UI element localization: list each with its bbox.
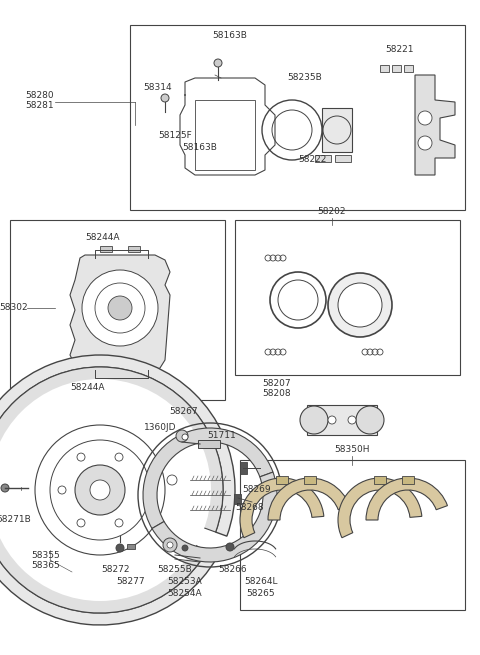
Circle shape (1, 484, 9, 492)
Text: 58277: 58277 (117, 578, 145, 586)
Circle shape (167, 542, 173, 548)
Circle shape (348, 416, 356, 424)
Text: 58255B: 58255B (157, 565, 192, 574)
Text: 58222: 58222 (298, 155, 326, 164)
Text: 58221: 58221 (386, 45, 414, 54)
Text: 1360JD: 1360JD (144, 424, 176, 432)
Bar (130, 25, 465, 210)
Circle shape (226, 543, 234, 551)
Circle shape (182, 434, 188, 440)
Bar (315, 155, 331, 162)
Bar (307, 405, 377, 435)
Bar (198, 440, 220, 448)
Wedge shape (268, 478, 349, 520)
Wedge shape (0, 367, 223, 613)
Text: 58272: 58272 (102, 565, 130, 574)
Circle shape (0, 379, 211, 601)
Wedge shape (338, 478, 422, 538)
Circle shape (182, 545, 188, 551)
Bar (128, 246, 140, 252)
Circle shape (161, 94, 169, 102)
Text: 58266: 58266 (219, 565, 247, 574)
Text: 58268: 58268 (236, 504, 264, 512)
Circle shape (418, 111, 432, 125)
Text: 58235B: 58235B (288, 73, 323, 81)
Bar (335, 155, 351, 162)
Bar (195, 100, 255, 170)
Text: 58264L: 58264L (244, 578, 278, 586)
Wedge shape (240, 478, 324, 538)
Circle shape (77, 453, 85, 461)
Bar (304, 476, 316, 484)
Text: 58244A: 58244A (71, 383, 105, 392)
Text: 58163B: 58163B (213, 31, 247, 39)
Circle shape (418, 136, 432, 150)
Circle shape (278, 280, 318, 320)
Wedge shape (0, 355, 235, 625)
Text: 58271B: 58271B (0, 515, 31, 525)
Polygon shape (70, 255, 170, 370)
Circle shape (115, 453, 123, 461)
Bar (404, 65, 413, 72)
Text: 58314: 58314 (144, 83, 172, 92)
Text: 58350H: 58350H (334, 445, 370, 455)
Circle shape (58, 486, 66, 494)
Text: 58208: 58208 (263, 388, 291, 398)
Text: 58269: 58269 (243, 485, 271, 495)
Circle shape (167, 475, 177, 485)
Circle shape (116, 544, 124, 552)
Bar (322, 108, 352, 152)
Circle shape (108, 296, 132, 320)
Bar (240, 460, 465, 610)
Circle shape (356, 406, 384, 434)
Text: 58281: 58281 (26, 102, 54, 111)
Circle shape (338, 283, 382, 327)
Text: 58253A: 58253A (168, 578, 203, 586)
Bar (276, 476, 288, 484)
Circle shape (328, 416, 336, 424)
Bar (380, 65, 389, 72)
Text: 58365: 58365 (32, 561, 60, 571)
Text: 58254A: 58254A (168, 590, 202, 599)
Circle shape (77, 519, 85, 527)
Text: 58280: 58280 (26, 92, 54, 100)
Bar (240, 462, 247, 474)
Text: 58163B: 58163B (182, 143, 217, 153)
Bar (10, 220, 225, 400)
Circle shape (176, 430, 188, 442)
Wedge shape (143, 428, 273, 529)
Text: 58125F: 58125F (158, 130, 192, 140)
Polygon shape (415, 75, 455, 175)
Text: 58355: 58355 (32, 552, 60, 561)
Text: 51711: 51711 (208, 432, 236, 441)
Bar (127, 544, 135, 549)
Circle shape (115, 519, 123, 527)
Circle shape (163, 538, 177, 552)
Text: 58202: 58202 (318, 208, 346, 217)
Circle shape (90, 480, 110, 500)
Text: 58207: 58207 (263, 379, 291, 388)
Bar (235, 220, 460, 375)
Text: 58244A: 58244A (86, 233, 120, 242)
Bar (234, 494, 241, 504)
Circle shape (214, 59, 222, 67)
Bar (128, 374, 140, 380)
Bar (100, 374, 112, 380)
Circle shape (75, 465, 125, 515)
Text: 58265: 58265 (247, 590, 276, 599)
Circle shape (82, 270, 158, 346)
Circle shape (272, 110, 312, 150)
Circle shape (328, 273, 392, 337)
Wedge shape (366, 478, 447, 520)
Text: 58302: 58302 (0, 303, 28, 312)
Bar (100, 246, 112, 252)
Circle shape (300, 406, 328, 434)
Text: 58267: 58267 (170, 407, 198, 417)
Bar (374, 476, 386, 484)
Bar (392, 65, 401, 72)
Bar (402, 476, 414, 484)
Wedge shape (152, 472, 277, 562)
